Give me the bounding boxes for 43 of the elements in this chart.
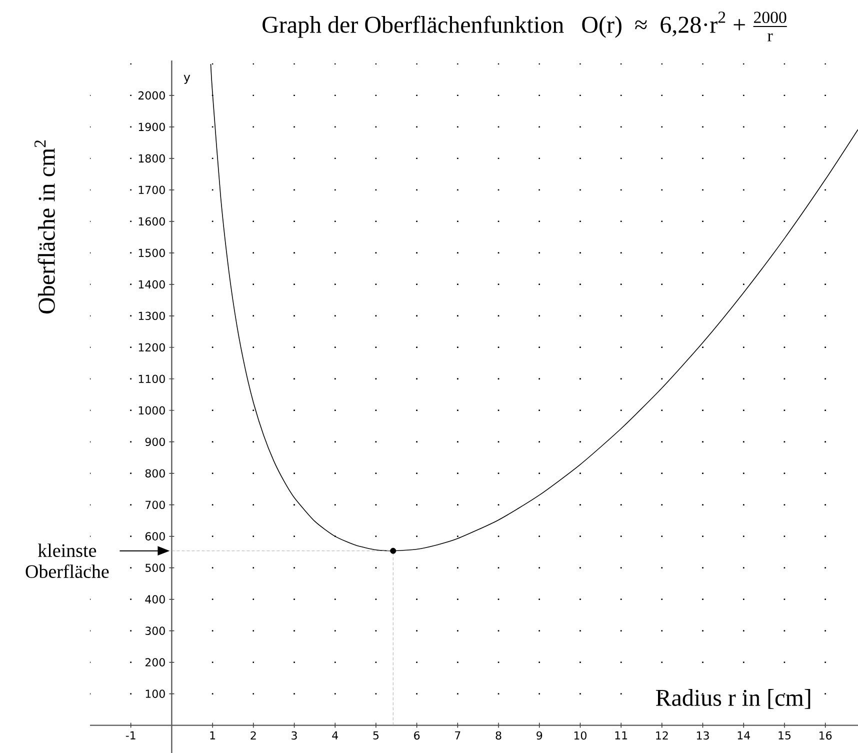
y-tick-label: 900 xyxy=(145,438,165,446)
x-tick-label: 3 xyxy=(292,731,297,740)
x-tick-label: 10 xyxy=(574,731,586,740)
y-tick-label: 700 xyxy=(146,500,165,510)
x-tick-label: 8 xyxy=(496,731,502,740)
y-tick-label: 1100 xyxy=(138,374,165,384)
y-tick-label: 500 xyxy=(146,564,165,572)
y-tick-label: 200 xyxy=(145,658,165,666)
y-tick-label: 1700 xyxy=(138,186,165,194)
y-tick-label: 1200 xyxy=(138,343,165,352)
x-tick-label: 6 xyxy=(414,731,420,740)
x-tick-label: 16 xyxy=(820,731,832,740)
y-tick-label: 1000 xyxy=(138,406,165,415)
x-tick-label: 5 xyxy=(373,731,378,740)
x-tick-label: 2 xyxy=(250,731,256,740)
x-tick-label: 4 xyxy=(332,731,338,740)
x-tick-label: 1 xyxy=(210,731,216,740)
text: $\text{O(r)\ \ ≈\ \ 6,28·r}^{\text{2}}\text{ + }\frac{\text{2000}}{\text{r}}$ xyxy=(582,12,787,42)
x-tick-label: 11 xyxy=(615,731,628,740)
y-tick-label: 1500 xyxy=(138,248,165,258)
x-tick-label: 7 xyxy=(455,731,460,740)
x-tick-label: -1 xyxy=(126,731,136,740)
y-tick-label: 100 xyxy=(146,690,165,698)
y-tick-label: 1900 xyxy=(138,122,165,132)
y-tick-label: 2000 xyxy=(138,91,165,100)
annotation: kleinste Oberfläche xyxy=(26,544,109,578)
y-tick-label: 300 xyxy=(146,626,165,635)
x-tick-label: 12 xyxy=(656,731,668,740)
y-tick-label: 1300 xyxy=(138,312,165,320)
x-tick-label: 13 xyxy=(696,731,709,740)
y-tick-label: 600 xyxy=(145,532,165,540)
y-tick-label: 1400 xyxy=(138,280,165,289)
y-axis-title: Oberfläche in cm$^{2}$ xyxy=(34,140,55,314)
y-tick-label: 800 xyxy=(145,469,165,478)
y-tick-label: 1600 xyxy=(138,217,165,226)
annotation: y xyxy=(184,74,190,84)
y-tick-label: 400 xyxy=(145,595,165,604)
x-tick-label: 14 xyxy=(738,731,750,740)
x-tick-label: 9 xyxy=(536,731,542,740)
y-tick-label: 1800 xyxy=(138,154,165,163)
chart-title: Graph der Oberflächenfunktion xyxy=(262,16,564,38)
x-axis-title: Radius r in [cm] xyxy=(656,689,810,709)
x-tick-label: 15 xyxy=(778,731,791,740)
